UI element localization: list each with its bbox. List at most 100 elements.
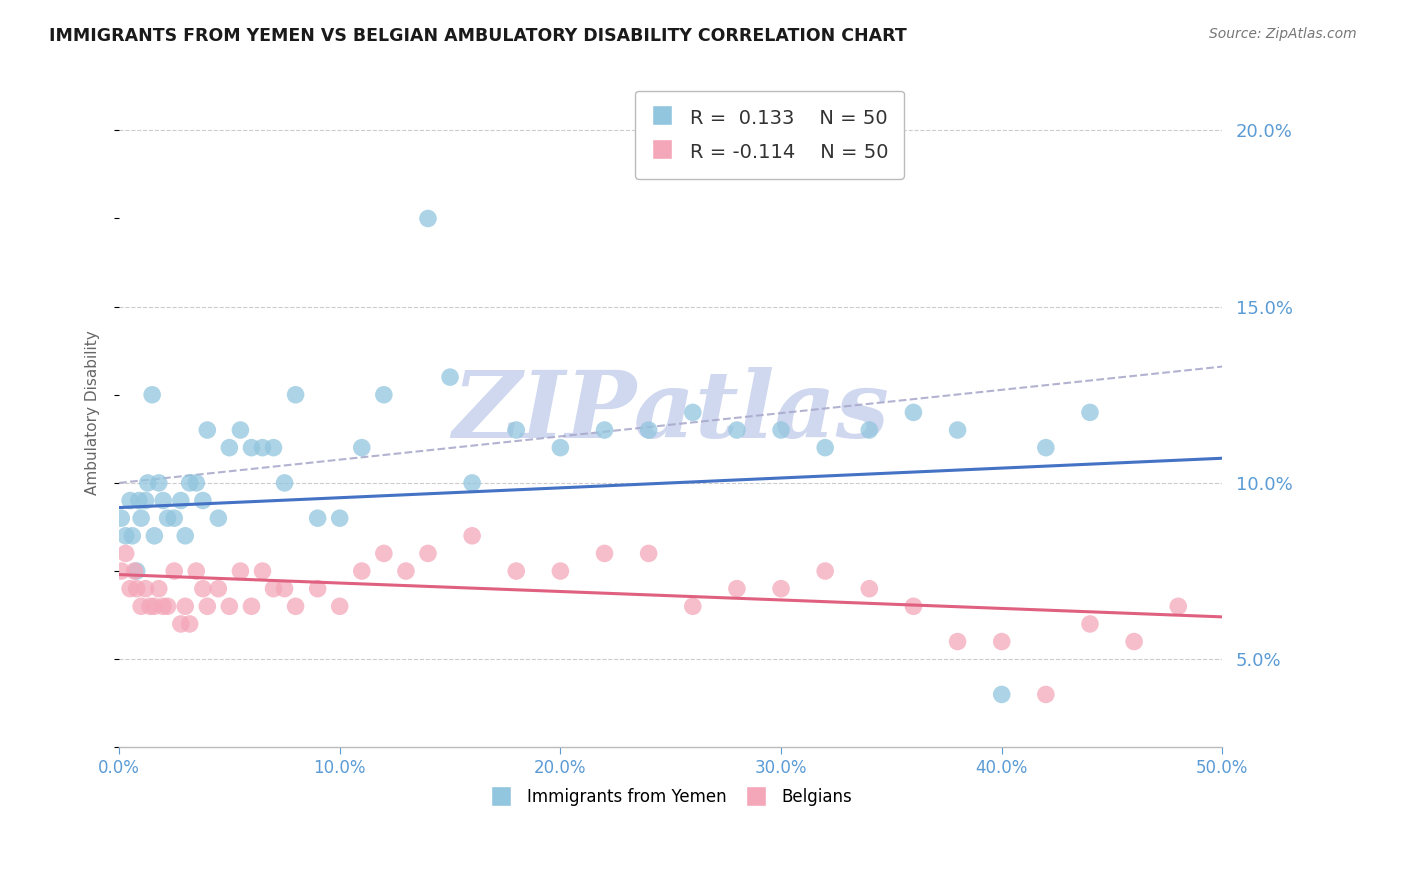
Point: [373, 388, 395, 402]
Point: [195, 599, 218, 614]
Point: [307, 582, 329, 596]
Point: [110, 511, 132, 525]
Point: [505, 564, 527, 578]
Point: [218, 441, 240, 455]
Y-axis label: Ambulatory Disability: Ambulatory Disability: [86, 330, 100, 495]
Point: [329, 599, 352, 614]
Point: [461, 475, 484, 490]
Point: [903, 405, 925, 419]
Point: [990, 634, 1012, 648]
Point: [207, 582, 229, 596]
Point: [141, 388, 163, 402]
Point: [725, 582, 748, 596]
Point: [505, 423, 527, 437]
Point: [903, 599, 925, 614]
Point: [416, 211, 439, 226]
Point: [110, 564, 132, 578]
Point: [114, 529, 136, 543]
Point: [682, 599, 704, 614]
Point: [152, 599, 174, 614]
Point: [284, 599, 307, 614]
Point: [252, 564, 274, 578]
Point: [1078, 616, 1101, 631]
Point: [550, 564, 572, 578]
Point: [307, 511, 329, 525]
Point: [128, 493, 150, 508]
Point: [125, 564, 148, 578]
Point: [195, 423, 218, 437]
Point: [770, 423, 793, 437]
Point: [124, 564, 146, 578]
Point: [373, 546, 395, 560]
Point: [240, 599, 263, 614]
Point: [143, 529, 166, 543]
Point: [273, 475, 295, 490]
Point: [218, 599, 240, 614]
Point: [120, 582, 142, 596]
Point: [1035, 441, 1057, 455]
Point: [682, 405, 704, 419]
Point: [416, 546, 439, 560]
Point: [191, 582, 214, 596]
Point: [170, 493, 193, 508]
Point: [439, 370, 461, 384]
Point: [170, 616, 193, 631]
Point: [191, 493, 214, 508]
Point: [1078, 405, 1101, 419]
Point: [152, 493, 174, 508]
Point: [163, 511, 186, 525]
Point: [814, 441, 837, 455]
Point: [148, 582, 170, 596]
Point: [1167, 599, 1189, 614]
Point: [207, 511, 229, 525]
Point: [263, 582, 285, 596]
Point: [156, 599, 179, 614]
Point: [550, 441, 572, 455]
Point: [946, 423, 969, 437]
Point: [946, 634, 969, 648]
Text: ZIPatlas: ZIPatlas: [453, 368, 889, 458]
Point: [350, 441, 373, 455]
Point: [129, 511, 152, 525]
Point: [1035, 688, 1057, 702]
Point: [143, 599, 166, 614]
Point: [814, 564, 837, 578]
Point: [858, 423, 880, 437]
Point: [156, 511, 179, 525]
Point: [329, 511, 352, 525]
Point: [174, 529, 197, 543]
Point: [135, 582, 157, 596]
Point: [252, 441, 274, 455]
Point: [263, 441, 285, 455]
Point: [229, 423, 252, 437]
Text: Source: ZipAtlas.com: Source: ZipAtlas.com: [1209, 27, 1357, 41]
Point: [114, 546, 136, 560]
Point: [770, 582, 793, 596]
Point: [121, 529, 143, 543]
Point: [179, 475, 201, 490]
Point: [593, 546, 616, 560]
Point: [461, 529, 484, 543]
Point: [637, 423, 659, 437]
Point: [139, 599, 162, 614]
Point: [1123, 634, 1146, 648]
Text: IMMIGRANTS FROM YEMEN VS BELGIAN AMBULATORY DISABILITY CORRELATION CHART: IMMIGRANTS FROM YEMEN VS BELGIAN AMBULAT…: [49, 27, 907, 45]
Point: [136, 475, 159, 490]
Point: [125, 582, 148, 596]
Legend: Immigrants from Yemen, Belgians: Immigrants from Yemen, Belgians: [482, 781, 859, 813]
Point: [179, 616, 201, 631]
Point: [284, 388, 307, 402]
Point: [229, 564, 252, 578]
Point: [186, 564, 208, 578]
Point: [725, 423, 748, 437]
Point: [186, 475, 208, 490]
Point: [858, 582, 880, 596]
Point: [350, 564, 373, 578]
Point: [593, 423, 616, 437]
Point: [990, 688, 1012, 702]
Point: [135, 493, 157, 508]
Point: [637, 546, 659, 560]
Point: [174, 599, 197, 614]
Point: [163, 564, 186, 578]
Point: [129, 599, 152, 614]
